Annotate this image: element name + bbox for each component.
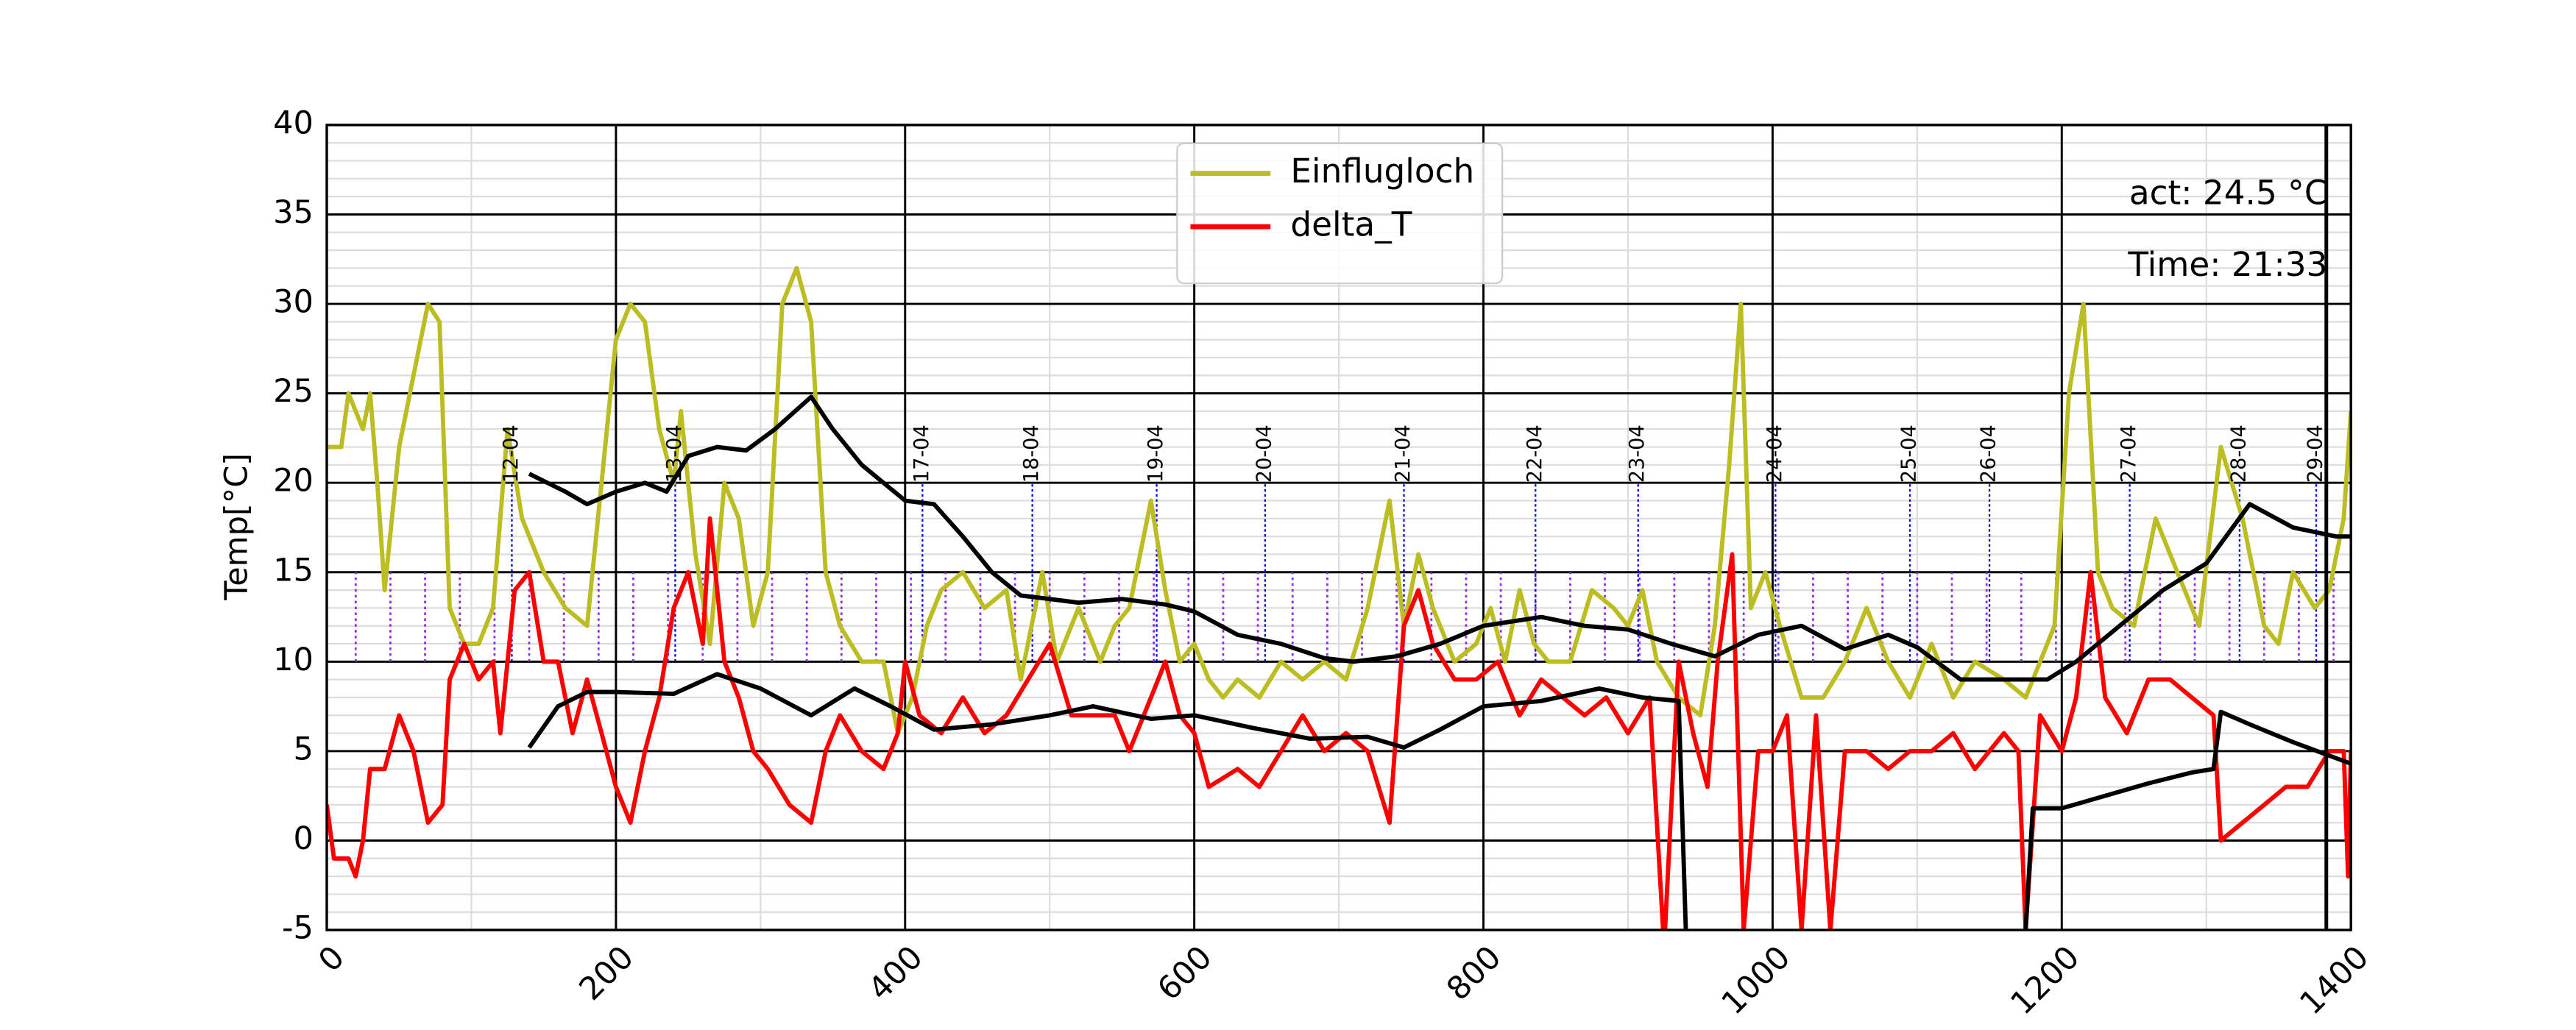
- series-line: [327, 266, 2352, 736]
- annotation-label: 19-04: [1144, 425, 1167, 483]
- annotation-label: 23-04: [1626, 425, 1649, 483]
- annotation-label: 27-04: [2117, 425, 2140, 483]
- annotation-label: 26-04: [1978, 425, 2000, 483]
- annotation-label: 18-04: [1020, 425, 1043, 483]
- y-tick-label: 0: [293, 820, 313, 857]
- annotation-label: 17-04: [910, 425, 933, 483]
- annotation-label: 24-04: [1763, 425, 1786, 483]
- series-line: [528, 394, 2352, 682]
- annotation-label: 20-04: [1253, 425, 1275, 483]
- annotation-label: 21-04: [1392, 425, 1415, 483]
- y-tick-label: 10: [273, 642, 314, 678]
- x-tick-label: 800: [1440, 939, 1508, 1007]
- legend-box: [1176, 142, 1504, 285]
- x-tick-label: 400: [861, 939, 930, 1007]
- x-tick-label: 1000: [1715, 939, 1798, 1022]
- legend-label: Einflugloch: [1290, 152, 1474, 191]
- annotation-label: 29-04: [2304, 425, 2327, 483]
- annotation-label: 25-04: [1898, 425, 1921, 483]
- x-tick-label: 1400: [2293, 939, 2376, 1022]
- plot-frame: [325, 124, 2352, 931]
- series-line: [327, 516, 2352, 931]
- annotation-label: 12-04: [500, 425, 523, 483]
- y-tick-label: 40: [273, 104, 314, 141]
- y-axis-label: Temp[°C]: [218, 453, 255, 601]
- y-tick-label: 15: [273, 552, 314, 589]
- info-text: Time: 21:33: [2127, 245, 2327, 284]
- x-tick-label: 0: [311, 939, 352, 979]
- plot-area: [327, 266, 2352, 931]
- y-tick-label: 30: [273, 284, 314, 321]
- x-tick-label: 200: [572, 939, 640, 1007]
- x-tick-label: 1200: [2004, 939, 2087, 1022]
- y-tick-label: 20: [273, 463, 314, 500]
- y-tick-label: 35: [273, 194, 314, 231]
- y-tick-label: 5: [293, 731, 313, 767]
- annotation-label: 28-04: [2227, 425, 2250, 483]
- annotation-label: 22-04: [1524, 425, 1546, 483]
- y-tick-label: 25: [273, 373, 314, 410]
- legend-label: delta_T: [1290, 205, 1412, 244]
- series-line: [527, 672, 2352, 931]
- x-tick-label: 600: [1150, 939, 1219, 1007]
- info-text: act: 24.5 °C: [2129, 174, 2328, 213]
- y-tick-label: -5: [282, 910, 314, 947]
- annotation-label: 13-04: [663, 425, 686, 483]
